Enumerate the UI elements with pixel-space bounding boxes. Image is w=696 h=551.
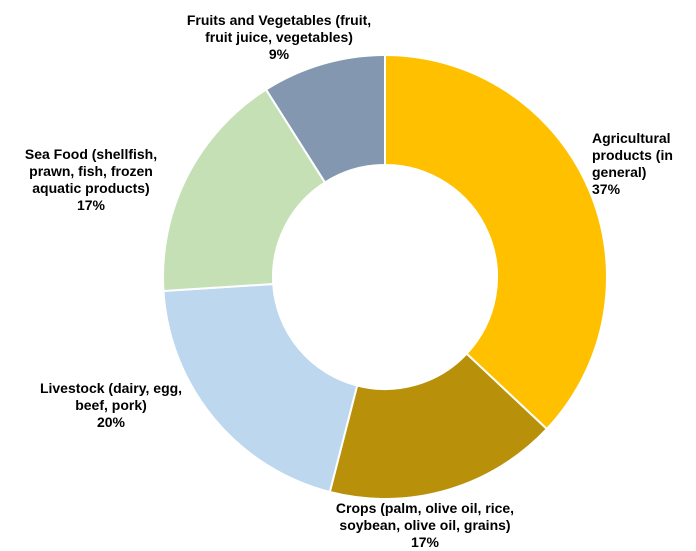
donut-slice-5	[264, 53, 386, 184]
slice-label-2: Crops (palm, olive oil, rice, soybean, ol…	[336, 500, 514, 550]
donut-slice-4	[162, 88, 327, 292]
slice-label-line: fruit juice, vegetables)	[205, 29, 353, 45]
donut-slice-2	[328, 352, 549, 500]
slice-label-line: Agricultural	[592, 130, 671, 146]
slice-label-line: Sea Food (shellfish,	[25, 146, 157, 162]
slice-label-5: Fruits and Vegetables (fruit, fruit juice…	[187, 12, 371, 62]
slice-value-label: 17%	[77, 197, 106, 213]
slice-label-line: soybean, olive oil, grains)	[339, 517, 510, 533]
slice-label-line: Livestock (dairy, egg,	[40, 380, 182, 396]
slice-label-line: Fruits and Vegetables (fruit,	[187, 12, 371, 28]
slice-label-line: prawn, fish, frozen	[29, 163, 153, 179]
donut-slice-3	[162, 282, 359, 494]
slice-value-label: 17%	[411, 534, 440, 550]
donut-slices	[162, 53, 608, 500]
slice-label-line: beef, pork)	[75, 397, 147, 413]
slice-value-label: 37%	[592, 181, 621, 197]
slice-label-3: Livestock (dairy, egg, beef, pork) 20%	[40, 380, 182, 430]
slice-label-line: products (in	[592, 147, 673, 163]
slice-value-label: 9%	[269, 46, 290, 62]
donut-slice-1	[384, 53, 608, 431]
slice-label-line: Crops (palm, olive oil, rice,	[336, 500, 514, 516]
slice-label-4: Sea Food (shellfish, prawn, fish, frozen a…	[25, 146, 157, 213]
slice-label-line: aquatic products)	[32, 180, 149, 196]
slice-label-1: Agricultural products (in general) 37%	[592, 130, 673, 197]
slice-value-label: 20%	[97, 414, 126, 430]
slice-labels: Agricultural products (in general) 37% Crops…	[25, 12, 673, 550]
slice-label-line: general)	[592, 164, 646, 180]
